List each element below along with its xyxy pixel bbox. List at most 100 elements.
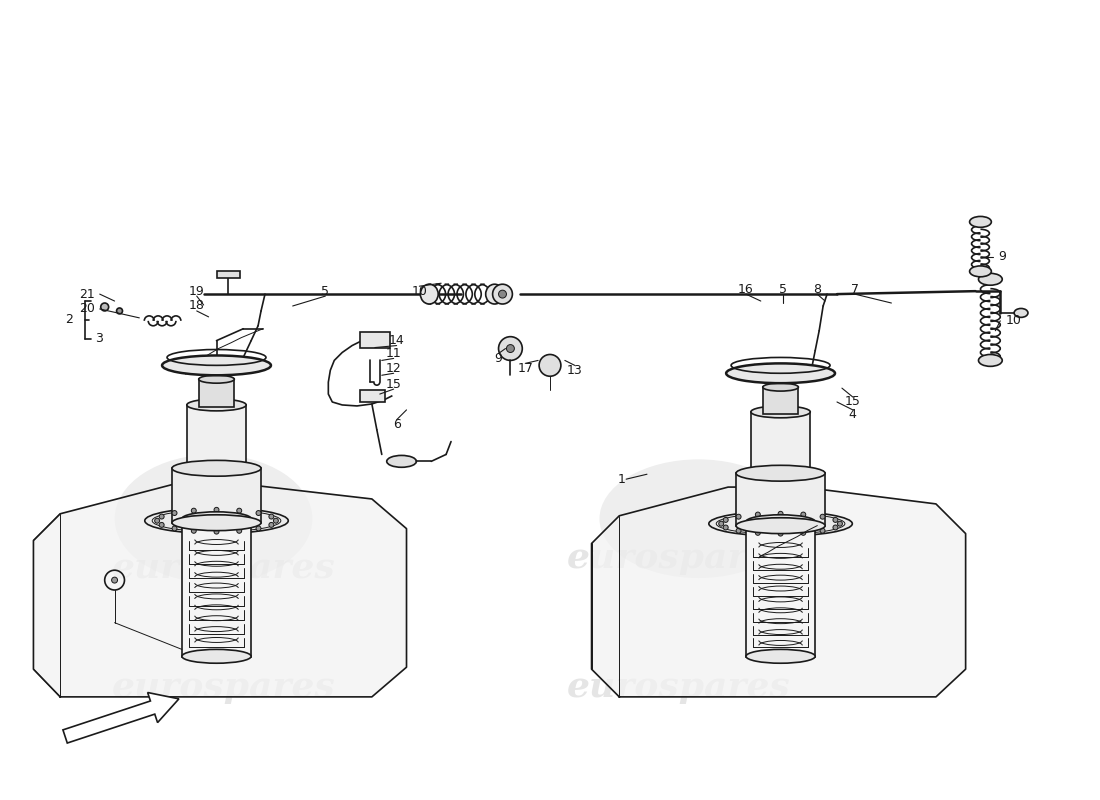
- Ellipse shape: [1014, 309, 1028, 318]
- Ellipse shape: [162, 355, 271, 375]
- Circle shape: [837, 522, 843, 526]
- Circle shape: [160, 522, 164, 527]
- Circle shape: [214, 529, 219, 534]
- Ellipse shape: [969, 266, 991, 277]
- Text: 14: 14: [388, 334, 405, 347]
- Circle shape: [756, 512, 760, 517]
- Circle shape: [117, 308, 122, 314]
- Ellipse shape: [746, 650, 815, 663]
- Text: 15: 15: [845, 395, 860, 409]
- Text: 10: 10: [1005, 314, 1021, 327]
- Circle shape: [801, 530, 806, 535]
- Text: 8: 8: [813, 282, 822, 296]
- Circle shape: [191, 528, 196, 534]
- Circle shape: [191, 508, 196, 513]
- Text: 21: 21: [79, 288, 95, 301]
- Ellipse shape: [420, 284, 438, 304]
- Bar: [182, 518, 251, 658]
- Ellipse shape: [762, 383, 799, 391]
- Ellipse shape: [145, 508, 288, 534]
- Bar: [187, 405, 246, 470]
- Bar: [172, 468, 261, 522]
- Circle shape: [821, 514, 825, 519]
- Ellipse shape: [600, 459, 798, 578]
- Ellipse shape: [172, 514, 261, 530]
- Circle shape: [256, 526, 261, 531]
- Text: eurospares: eurospares: [111, 670, 336, 704]
- Bar: [762, 387, 799, 414]
- Ellipse shape: [979, 274, 1002, 286]
- Bar: [217, 271, 240, 278]
- Bar: [199, 379, 234, 407]
- Circle shape: [718, 522, 724, 526]
- Ellipse shape: [751, 406, 811, 418]
- Ellipse shape: [726, 363, 835, 383]
- Text: 19: 19: [189, 285, 205, 298]
- Circle shape: [498, 337, 522, 361]
- Text: 13: 13: [566, 364, 583, 377]
- Ellipse shape: [199, 375, 234, 383]
- Text: 7: 7: [850, 282, 859, 296]
- Circle shape: [539, 354, 561, 376]
- Circle shape: [214, 507, 219, 512]
- Circle shape: [801, 512, 806, 517]
- Text: eurospares: eurospares: [566, 670, 791, 704]
- Ellipse shape: [746, 514, 815, 529]
- Text: 1: 1: [617, 473, 625, 486]
- Circle shape: [506, 345, 515, 353]
- Text: 3: 3: [95, 332, 102, 345]
- Circle shape: [268, 514, 274, 519]
- Ellipse shape: [736, 518, 825, 534]
- Ellipse shape: [979, 354, 1002, 366]
- Text: 20: 20: [79, 302, 95, 315]
- Circle shape: [268, 522, 274, 527]
- Text: 16: 16: [738, 282, 754, 296]
- Circle shape: [274, 518, 278, 523]
- Text: 9: 9: [999, 250, 1007, 263]
- Ellipse shape: [387, 455, 417, 467]
- Text: 4: 4: [849, 408, 857, 422]
- Circle shape: [236, 508, 242, 513]
- Ellipse shape: [708, 511, 852, 536]
- Text: 15: 15: [386, 378, 402, 390]
- Circle shape: [833, 518, 838, 522]
- Ellipse shape: [182, 650, 251, 663]
- Bar: [736, 474, 825, 526]
- Text: 9: 9: [495, 352, 503, 365]
- Ellipse shape: [187, 399, 246, 411]
- Text: 2: 2: [65, 314, 73, 326]
- Ellipse shape: [172, 460, 261, 476]
- Circle shape: [498, 290, 506, 298]
- Bar: [360, 332, 389, 347]
- Circle shape: [493, 284, 513, 304]
- Polygon shape: [33, 484, 407, 697]
- Text: 5: 5: [779, 282, 786, 296]
- Ellipse shape: [182, 512, 251, 526]
- Circle shape: [111, 577, 118, 583]
- Text: eurospares: eurospares: [111, 551, 336, 586]
- Circle shape: [172, 526, 177, 531]
- Circle shape: [723, 525, 728, 530]
- Circle shape: [256, 510, 261, 515]
- Bar: [360, 390, 385, 402]
- Polygon shape: [592, 487, 966, 697]
- Text: 6: 6: [393, 418, 400, 431]
- Circle shape: [778, 531, 783, 536]
- Circle shape: [821, 528, 825, 533]
- Ellipse shape: [969, 217, 991, 227]
- Circle shape: [155, 518, 160, 523]
- Ellipse shape: [114, 454, 312, 583]
- Bar: [746, 522, 815, 658]
- Circle shape: [736, 528, 741, 533]
- Circle shape: [736, 514, 741, 519]
- Text: 11: 11: [386, 347, 402, 360]
- Circle shape: [756, 530, 760, 535]
- Circle shape: [172, 510, 177, 515]
- FancyArrow shape: [63, 693, 179, 743]
- Circle shape: [723, 518, 728, 522]
- Bar: [751, 412, 811, 474]
- Circle shape: [833, 525, 838, 530]
- Circle shape: [160, 514, 164, 519]
- Text: 10: 10: [411, 285, 427, 298]
- Text: eurospares: eurospares: [566, 542, 791, 575]
